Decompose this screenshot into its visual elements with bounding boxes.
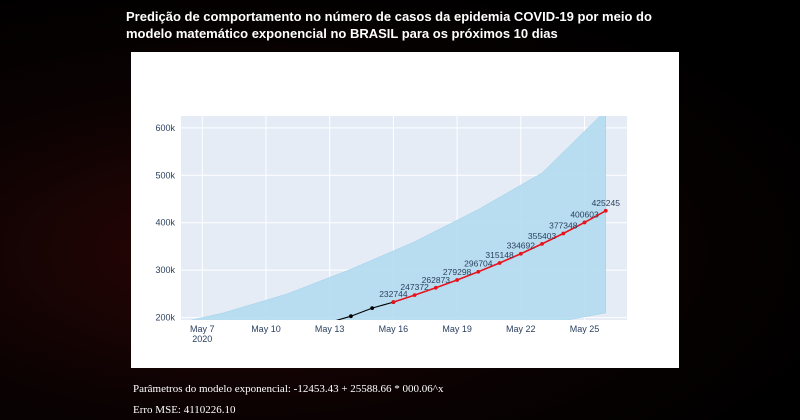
data-label: 296704 <box>464 259 493 269</box>
x-tick-label: May 7 <box>190 324 215 334</box>
data-label: 262873 <box>422 275 451 285</box>
series-points-layer <box>349 208 608 319</box>
x-tick-label: May 16 <box>379 324 409 334</box>
predicted-point <box>455 278 459 282</box>
chart-svg[interactable]: 2327442473722628732792982967043151483346… <box>131 52 679 368</box>
x-tick-sublabel: 2020 <box>192 334 212 344</box>
model-parameters-text: Parâmetros do modelo exponencial: -12453… <box>133 383 444 395</box>
y-tick-label: 600k <box>155 123 175 133</box>
data-label: 279298 <box>443 267 472 277</box>
x-tick-label: May 10 <box>251 324 281 334</box>
predicted-point <box>561 231 566 236</box>
y-tick-label: 200k <box>155 313 175 323</box>
predicted-point <box>412 293 417 298</box>
data-label: 355403 <box>528 231 557 241</box>
x-tick-label: May 22 <box>506 324 536 334</box>
predicted-point <box>391 300 396 304</box>
predicted-point <box>476 269 481 274</box>
y-tick-label: 400k <box>155 218 175 228</box>
data-label: 400603 <box>570 209 599 219</box>
y-tick-label: 500k <box>155 170 175 180</box>
data-label: 425245 <box>592 198 621 208</box>
x-tick-label: May 25 <box>570 324 600 334</box>
observed-point <box>370 306 375 311</box>
prediction-band-layer <box>190 116 607 320</box>
mse-text: Erro MSE: 4110226.10 <box>133 404 236 416</box>
data-label: 377348 <box>549 220 578 230</box>
data-label: 334692 <box>507 241 536 251</box>
x-tick-label: May 19 <box>442 324 472 334</box>
data-label: 232744 <box>379 289 408 299</box>
observed-point <box>349 314 353 319</box>
predicted-point <box>582 220 587 225</box>
x-tick-label: May 13 <box>315 324 345 334</box>
y-tick-label: 300k <box>155 265 175 275</box>
chart-container[interactable]: 232744 247372 262873 279298 296704 315148 3346… <box>131 52 679 368</box>
predicted-point <box>603 208 608 213</box>
observed-series-line <box>335 301 394 320</box>
prediction-band <box>190 116 607 320</box>
predicted-point <box>497 261 502 265</box>
data-label: 315148 <box>485 250 514 260</box>
data-labels-layer: 2327442473722628732792982967043151483346… <box>379 198 620 299</box>
predicted-point <box>433 285 438 290</box>
data-label: 247372 <box>400 282 429 292</box>
predicted-point <box>540 242 544 246</box>
chart-title: Predição de comportamento no número de c… <box>126 9 652 41</box>
predicted-point <box>518 251 523 256</box>
